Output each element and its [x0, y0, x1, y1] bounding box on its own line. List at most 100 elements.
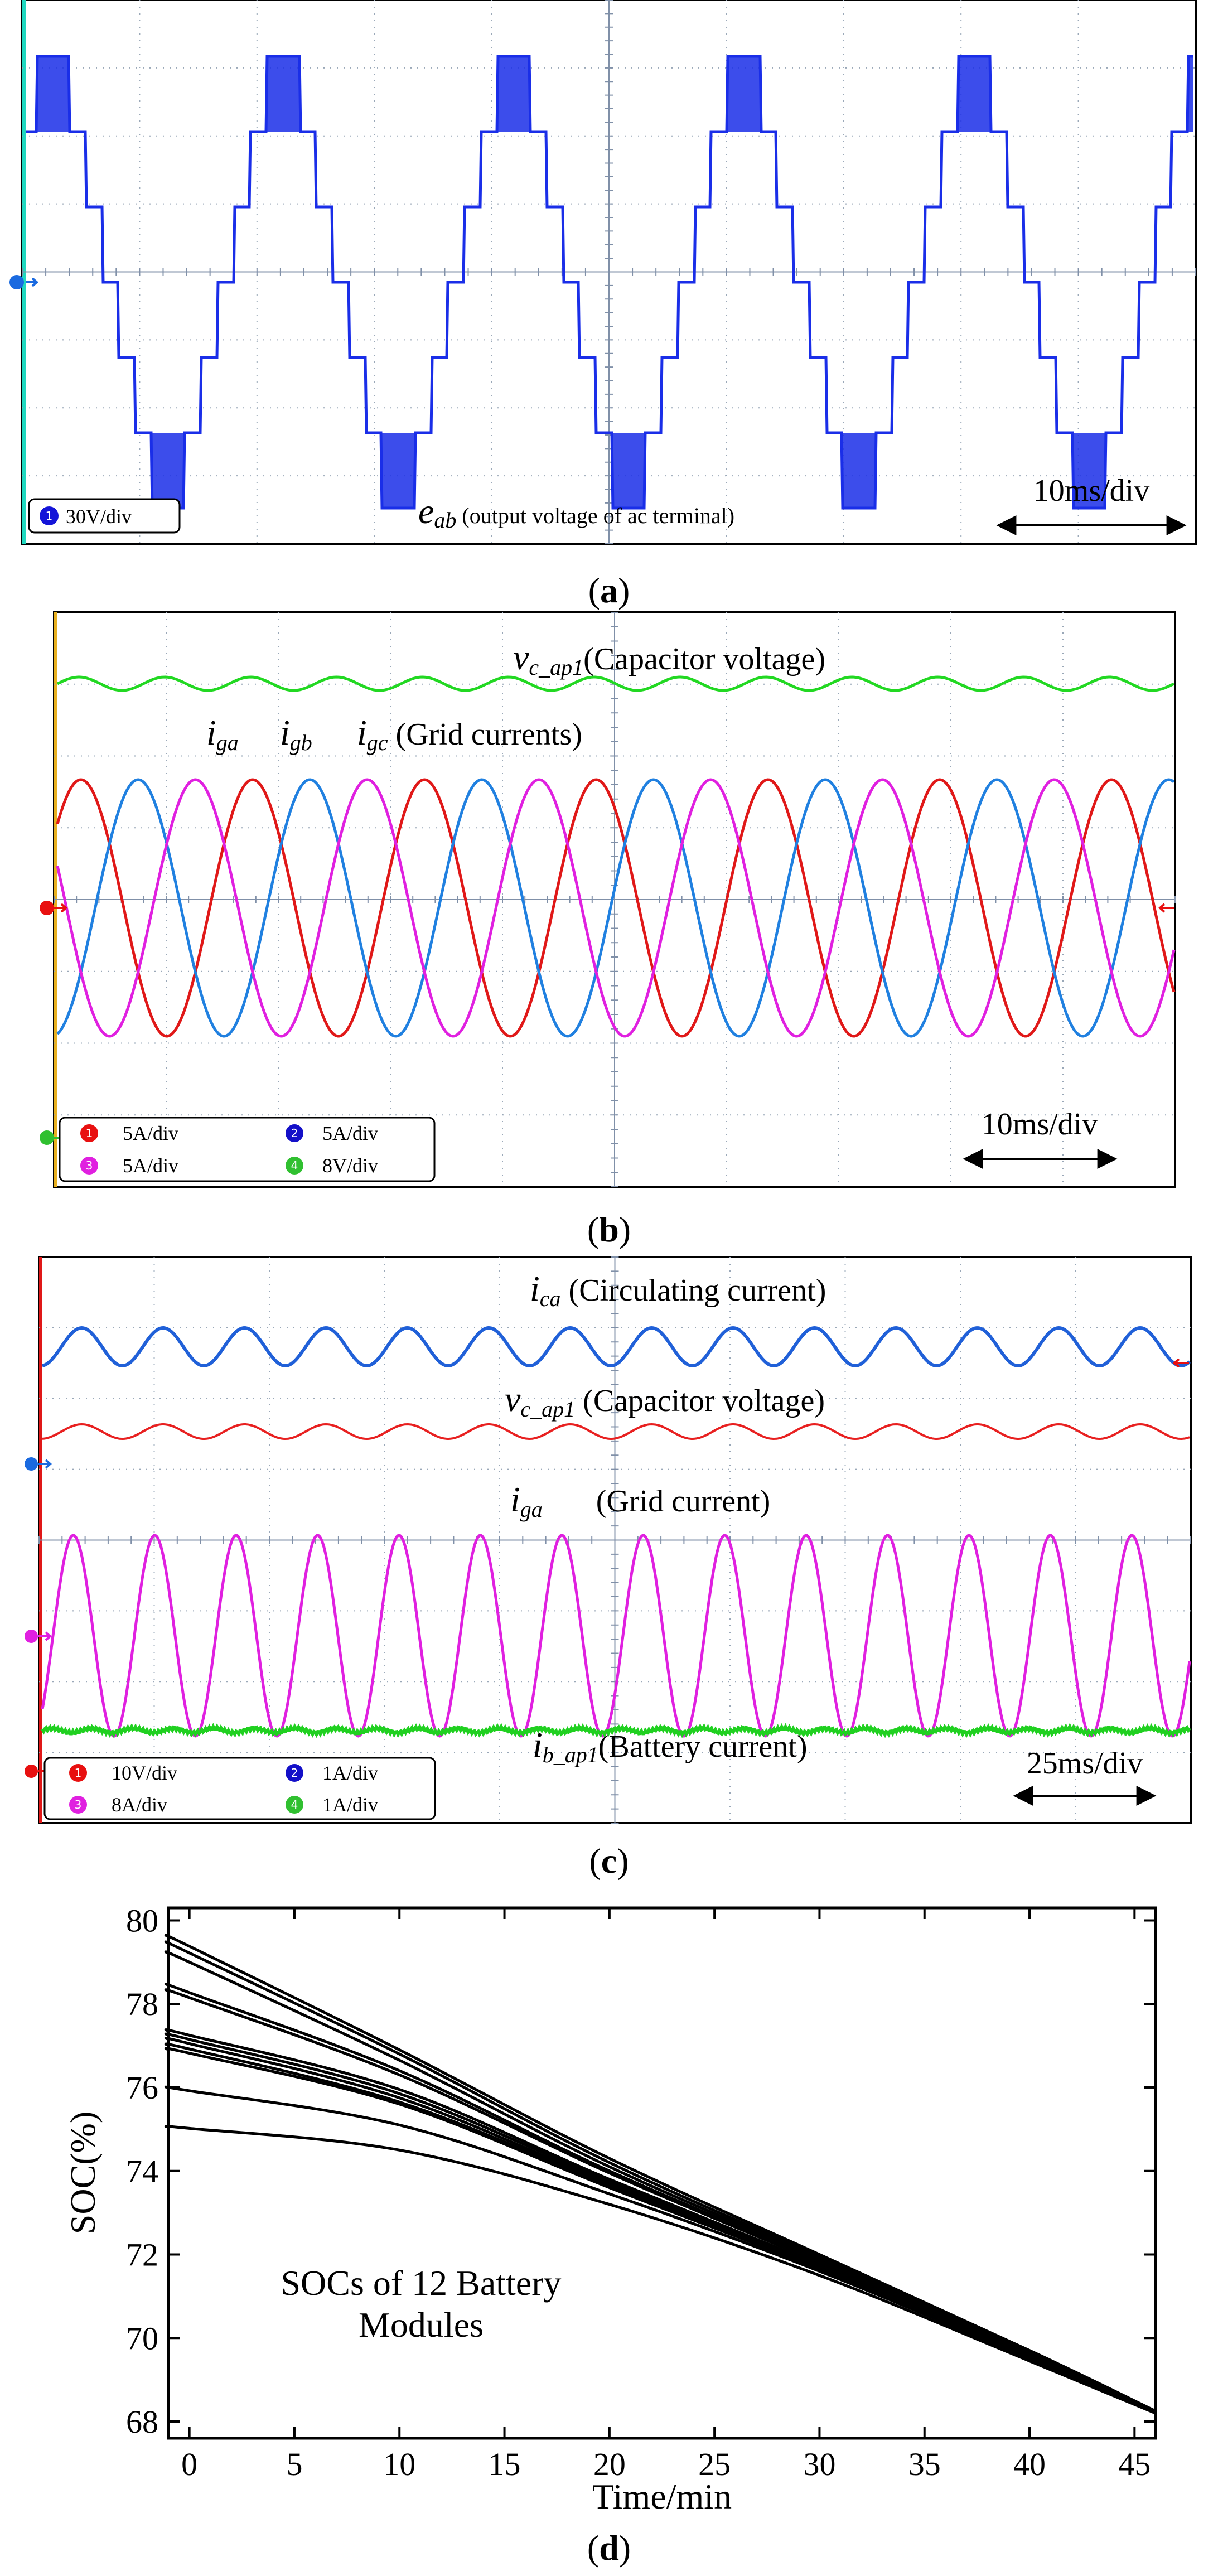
legend-c-channel-2-dot: [286, 1764, 303, 1782]
soc-y-axis-label: SOC(%): [63, 2111, 103, 2234]
soc-line-module-4: [164, 1983, 1157, 2413]
y-tick-label: 78: [126, 1986, 158, 2022]
x-tick-label: 15: [489, 2446, 521, 2482]
trace-e-ab: [26, 55, 1193, 510]
panel-c-scope: ica (Circulating current) vc_ap1 (Capaci…: [25, 1256, 1192, 1824]
legend-a-channel-1-number: 1: [46, 509, 53, 523]
panel-c-legend: 1 10V/div 2 1A/div 3 8A/div 4 1A/div: [44, 1757, 436, 1820]
legend-c-channel-1-number: 1: [75, 1766, 82, 1780]
label-c-iga: iga (Grid current): [510, 1480, 770, 1522]
x-tick-label: 45: [1118, 2446, 1151, 2482]
legend-c-channel-4-dot: [286, 1796, 303, 1814]
x-tick-label: 25: [698, 2446, 731, 2482]
x-tick-label: 35: [908, 2446, 941, 2482]
label-c-ib-subscript: b_ap1: [543, 1742, 598, 1767]
panel-a-scope: 1 30V/div eab (output voltage of ac term…: [9, 0, 1197, 545]
label-b-igc-symbol: i: [357, 713, 367, 752]
channel-b-4-marker: [40, 1130, 54, 1145]
pwm-band: [843, 433, 876, 508]
caption-c-letter: c: [601, 1841, 617, 1881]
soc-line-module-2: [164, 1940, 1157, 2413]
trace-vc-ap1: [56, 675, 1175, 692]
y-tick-label: 72: [126, 2237, 158, 2273]
pwm-band: [267, 56, 300, 132]
label-c-iga-symbol: i: [510, 1480, 520, 1519]
legend-c-channel-3-number: 3: [75, 1798, 82, 1811]
soc-annotation-line-2: Modules: [359, 2305, 484, 2345]
caption-c-open: (: [589, 1841, 601, 1881]
caption-c-close: ): [617, 1841, 629, 1881]
label-c-ib: ib_ap1(Battery current): [533, 1725, 807, 1767]
channel-1-marker: [9, 275, 39, 289]
channel-c-right-marker: [1172, 1358, 1189, 1368]
caption-c: (c): [589, 1841, 629, 1881]
caption-a: (a): [588, 571, 630, 610]
label-b-iga-symbol: i: [206, 713, 216, 752]
label-b-igb: igb: [280, 713, 312, 755]
annotation-e-ab-subscript: ab: [434, 508, 456, 533]
channel-c-3-marker: [25, 1630, 38, 1643]
channel-b-1-marker: [40, 901, 54, 915]
label-c-ica-symbol: i: [530, 1269, 540, 1308]
soc-line-module-9: [164, 2042, 1157, 2415]
y-tick-label: 80: [126, 1902, 158, 1939]
y-tick-label: 74: [126, 2153, 158, 2190]
legend-c-channel-2-scale: 1A/div: [322, 1762, 378, 1784]
soc-plot-frame: [167, 1906, 1157, 2440]
annotation-e-ab: eab (output voltage of ac terminal): [418, 491, 734, 533]
caption-b-close: ): [619, 1210, 631, 1249]
soc-axis-ticks: 0 5 10 15 20 25 30 35 40 45 68 70 72 74 76 78 80: [126, 1902, 1156, 2482]
label-b-igb-subscript: gb: [290, 730, 312, 755]
legend-b-channel-4-number: 4: [291, 1159, 298, 1172]
panel-b-scope: vc_ap1(Capacitor voltage) iga igb igc (G…: [40, 611, 1176, 1188]
legend-b-channel-2-number: 2: [291, 1127, 298, 1140]
label-b-igc-subscript: gc: [367, 730, 388, 755]
label-b-vc-symbol: v: [513, 637, 529, 677]
label-b-iga: iga: [206, 713, 239, 755]
label-c-iga-text: (Grid current): [596, 1484, 771, 1519]
label-c-ica-subscript: ca: [540, 1286, 561, 1311]
trace-i-b-ap1: [41, 1723, 1191, 1738]
y-tick-label: 70: [126, 2320, 158, 2356]
channel-c-1-marker: [25, 1765, 38, 1778]
annotation-e-ab-text: (output voltage of ac terminal): [456, 503, 734, 528]
pwm-band: [36, 56, 70, 132]
x-tick-label: 40: [1013, 2446, 1046, 2482]
label-c-iga-subscript: ga: [520, 1497, 543, 1522]
legend-c-channel-1-scale: 10V/div: [112, 1762, 177, 1784]
caption-d: (d): [587, 2528, 631, 2568]
panel-a-legend: 1 30V/div: [28, 498, 181, 534]
trace-i-ga: [56, 778, 1176, 1038]
caption-a-close: ): [618, 571, 630, 610]
legend-b-channel-3-dot: [80, 1157, 98, 1175]
legend-c-channel-1-dot: [69, 1764, 87, 1782]
label-c-ib-symbol: i: [533, 1725, 543, 1765]
legend-c-channel-4-scale: 1A/div: [322, 1794, 378, 1816]
panel-b-legend: 1 5A/div 2 5A/div 3 5A/div 4 8V/div: [59, 1117, 436, 1182]
caption-b-open: (: [587, 1210, 599, 1249]
caption-d-open: (: [587, 2528, 599, 2568]
legend-b-channel-2-dot: [286, 1124, 303, 1142]
trace-vc-ap1: [42, 1423, 1190, 1441]
pwm-band: [612, 433, 645, 508]
soc-line-module-12: [164, 2125, 1156, 2415]
timebase-c: 25ms/div: [1027, 1746, 1143, 1781]
pwm-band: [1188, 56, 1193, 132]
panel-b-grid: [54, 612, 1176, 1187]
channel-b-right-marker: [1158, 903, 1174, 913]
label-b-igc: igc (Grid currents): [357, 713, 582, 755]
legend-c-channel-3-dot: [69, 1796, 87, 1814]
label-c-vc-symbol: v: [505, 1379, 521, 1419]
trace-e-ab-pwm-band: [36, 56, 1193, 508]
x-tick-label: 5: [286, 2446, 302, 2482]
legend-b-channel-3-scale: 5A/div: [123, 1154, 178, 1177]
pwm-band: [382, 433, 415, 508]
timebase-a: 10ms/div: [1033, 473, 1149, 508]
legend-b-channel-3-number: 3: [86, 1159, 93, 1172]
trace-i-gb: [56, 778, 1175, 1038]
label-c-ib-text: (Battery current): [598, 1729, 808, 1764]
trace-i-gc: [56, 778, 1176, 1038]
label-b-igb-symbol: i: [280, 713, 290, 752]
